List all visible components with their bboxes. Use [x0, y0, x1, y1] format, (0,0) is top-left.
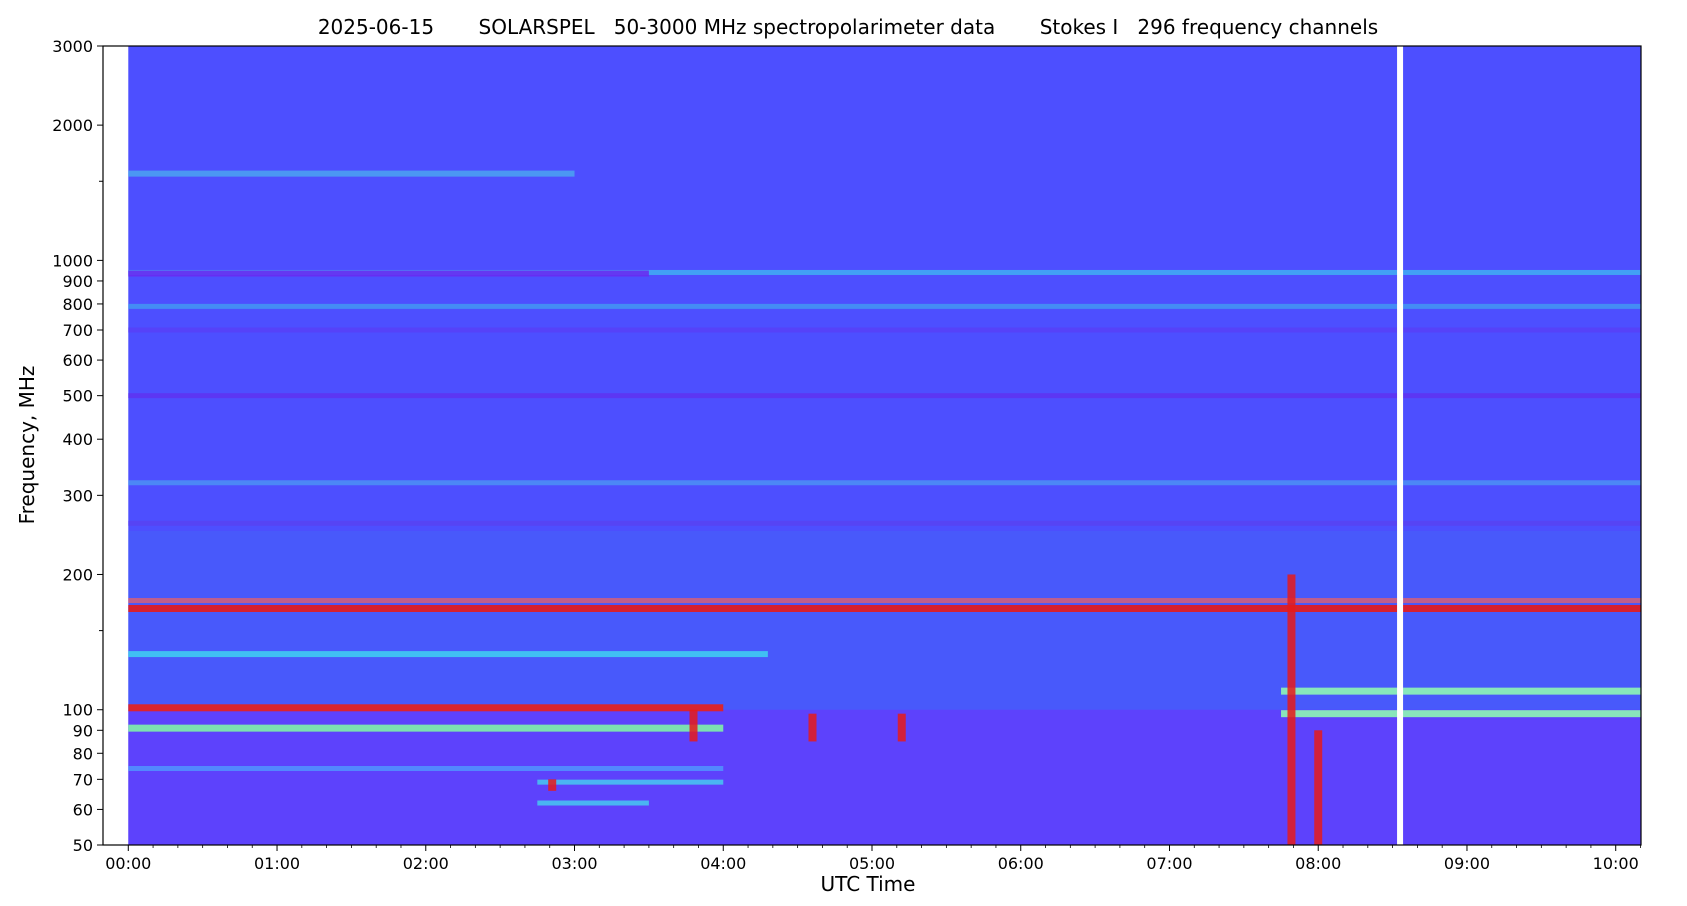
x-tick-label: 00:00: [105, 854, 151, 873]
y-tick-label: 80: [73, 744, 93, 763]
low-frequency-band: [128, 709, 1642, 845]
x-tick-label: 03:00: [551, 854, 597, 873]
burst-4: [1287, 574, 1296, 845]
x-axis-title: UTC Time: [821, 872, 916, 896]
y-tick-label: 60: [73, 800, 93, 819]
x-tick-label: 07:00: [1146, 854, 1192, 873]
y-tick-label: 400: [62, 430, 93, 449]
burst-3: [548, 779, 557, 791]
mid-frequency-haze: [128, 530, 1642, 710]
y-axis-title: Frequency, MHz: [15, 366, 39, 525]
emission-band-11: [128, 704, 724, 712]
x-tick-label: 06:00: [998, 854, 1044, 873]
y-tick-label: 70: [73, 770, 93, 789]
x-tick-label: 10:00: [1593, 854, 1639, 873]
y-tick-label: 100: [62, 701, 93, 720]
emission-band-10: [128, 651, 768, 658]
emission-band-0: [128, 170, 575, 177]
emission-band-16: [537, 779, 724, 785]
y-tick-label: 600: [62, 351, 93, 370]
x-tick-label: 01:00: [254, 854, 300, 873]
emission-band-17: [537, 800, 649, 806]
burst-0: [689, 709, 698, 742]
x-tick-label: 09:00: [1444, 854, 1490, 873]
emission-band-9: [128, 598, 1642, 604]
y-tick-label: 3000: [52, 37, 93, 56]
emission-band-7: [128, 520, 1642, 526]
y-tick-label: 90: [73, 721, 93, 740]
x-tick-label: 04:00: [700, 854, 746, 873]
y-tick-label: 50: [73, 836, 93, 855]
emission-band-6: [128, 480, 1642, 486]
x-tick-label: 08:00: [1295, 854, 1341, 873]
y-tick-label: 800: [62, 295, 93, 314]
emission-band-12: [128, 724, 724, 732]
y-tick-label: 200: [62, 565, 93, 584]
data-gap: [1397, 46, 1404, 845]
emission-band-13: [1281, 687, 1641, 695]
burst-1: [808, 713, 817, 742]
x-tick-label: 02:00: [403, 854, 449, 873]
y-tick-label: 1000: [52, 251, 93, 270]
y-tick-label: 500: [62, 387, 93, 406]
y-tick-label: 700: [62, 321, 93, 340]
y-tick-label: 900: [62, 272, 93, 291]
plot-area: [102, 45, 1642, 846]
emission-band-1: [128, 269, 1642, 275]
burst-5: [1314, 730, 1323, 845]
emission-band-4: [128, 327, 1642, 333]
emission-band-5: [128, 393, 1642, 399]
burst-2: [897, 713, 906, 742]
emission-band-3: [128, 303, 1642, 309]
y-tick-label: 300: [62, 486, 93, 505]
emission-band-2: [128, 270, 649, 277]
chart-title: 2025-06-15 SOLARSPEL 50-3000 MHz spectro…: [318, 15, 1378, 39]
emission-band-8: [128, 604, 1642, 612]
x-tick-label: 05:00: [849, 854, 895, 873]
x-axis: 00:00 01:00 02:00 03:00 04:00 05:00 06:00 07:00…: [105, 845, 1641, 873]
emission-band-15: [128, 765, 724, 771]
emission-band-14: [1281, 710, 1641, 718]
y-tick-label: 2000: [52, 116, 93, 135]
